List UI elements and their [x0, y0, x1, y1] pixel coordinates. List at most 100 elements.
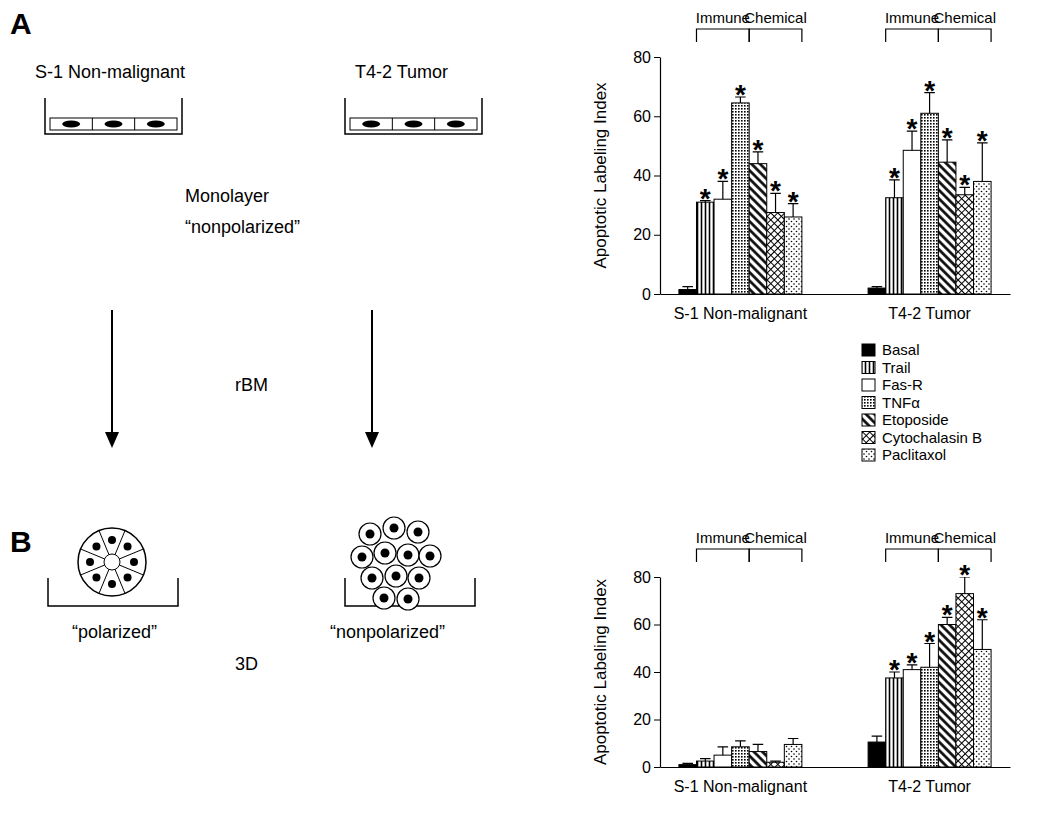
x-tick: T4-2 Tumor	[888, 767, 971, 795]
cell	[419, 545, 441, 567]
y-tick-label: 80	[633, 49, 651, 66]
bar	[886, 198, 904, 294]
cell	[407, 521, 429, 543]
y-axis: 020406080	[633, 49, 660, 303]
cell	[383, 517, 405, 539]
legend-swatch	[862, 397, 875, 409]
bar	[732, 103, 750, 294]
x-axis-line	[661, 767, 1011, 768]
legend-swatch	[862, 379, 875, 391]
group-bracket	[886, 29, 939, 42]
y-tick: 20	[633, 226, 660, 243]
bar	[938, 625, 956, 768]
cell-border	[119, 565, 143, 575]
group-label: Chemical	[933, 9, 996, 26]
bar	[732, 747, 750, 767]
cell-border	[392, 118, 393, 130]
y-tick-label: 60	[633, 108, 651, 125]
nucleus	[366, 530, 375, 539]
bar	[956, 594, 974, 767]
y-tick-label: 80	[633, 569, 651, 586]
x-tick: S-1 Non-malignant	[674, 294, 808, 322]
y-tick: 60	[633, 108, 660, 125]
nucleus	[124, 542, 132, 550]
y-tick: 80	[633, 49, 660, 66]
nucleus	[415, 574, 424, 583]
bar	[956, 195, 974, 294]
group-bracket	[749, 29, 802, 42]
arrow-shaft	[371, 310, 373, 434]
cell	[397, 588, 419, 610]
arrow	[105, 310, 119, 448]
cell-border	[81, 565, 105, 575]
y-tick-mark	[654, 767, 660, 768]
diagram-label: “polarized”	[72, 622, 157, 642]
legend-swatch	[862, 344, 875, 356]
significance-mark: *	[735, 79, 746, 110]
nucleus	[426, 552, 435, 561]
nucleus	[390, 524, 399, 533]
x-tick-label: S-1 Non-malignant	[674, 778, 808, 795]
diagram-label: “nonpolarized”	[185, 217, 300, 237]
cell-layer	[350, 118, 477, 130]
lumen	[104, 554, 120, 570]
group-label: Chemical	[744, 9, 807, 26]
cell	[351, 546, 373, 568]
x-axis-line	[661, 294, 1011, 295]
bar	[974, 649, 992, 767]
bar	[714, 755, 732, 767]
bar	[938, 162, 956, 294]
significance-mark: *	[924, 75, 935, 106]
x-tick: T4-2 Tumor	[888, 294, 971, 322]
nucleus	[108, 536, 116, 544]
y-tick-mark	[654, 57, 660, 58]
error-bar	[718, 747, 729, 755]
bar	[974, 181, 992, 294]
cell-border	[434, 118, 435, 130]
bar	[868, 742, 886, 767]
nucleus	[105, 121, 123, 128]
diagram-label: A	[10, 7, 32, 40]
y-tick: 20	[633, 711, 660, 728]
y-axis-title: Apoptotic Labeling Index	[591, 578, 610, 765]
error-bar	[682, 287, 693, 290]
figure-canvas: AS-1 Non-malignantT4-2 TumorMonolayer“no…	[0, 0, 1050, 815]
significance-mark: *	[907, 113, 918, 144]
y-tick: 40	[633, 167, 660, 184]
figure: AS-1 Non-malignantT4-2 TumorMonolayer“no…	[0, 0, 1050, 815]
significance-mark: *	[942, 599, 953, 630]
nucleus	[381, 549, 390, 558]
legend-swatch	[862, 432, 875, 444]
diagram-label: T4-2 Tumor	[355, 62, 448, 82]
diagram-label: B	[10, 525, 32, 558]
significance-mark: *	[959, 169, 970, 200]
monolayer-dish	[345, 98, 482, 134]
significance-mark: *	[924, 626, 935, 657]
cell	[359, 523, 381, 545]
cell	[408, 567, 430, 589]
plot-marks	[679, 93, 991, 294]
legend-label: Etoposide	[882, 411, 949, 428]
y-axis-line	[660, 58, 661, 295]
nucleus	[414, 528, 423, 537]
group-label: Chemical	[933, 529, 996, 546]
y-tick-label: 20	[633, 226, 651, 243]
legend-label: Basal	[882, 341, 920, 358]
significance-mark: *	[753, 134, 764, 165]
error-bar	[700, 759, 711, 761]
monolayer-dish	[45, 98, 182, 134]
y-tick-mark	[654, 235, 660, 236]
legend-swatch	[862, 414, 875, 426]
diagram-label: rBM	[235, 375, 268, 395]
y-tick-mark	[654, 294, 660, 295]
cell-border	[99, 569, 109, 593]
group-bracket	[696, 549, 749, 562]
bar	[696, 761, 714, 767]
nucleus	[108, 580, 116, 588]
y-tick-mark	[654, 577, 660, 578]
bar	[868, 288, 886, 294]
significance-mark: *	[700, 183, 711, 214]
nucleus	[62, 121, 80, 128]
diagram-label: “nonpolarized”	[330, 622, 445, 642]
error-bar	[872, 287, 883, 288]
